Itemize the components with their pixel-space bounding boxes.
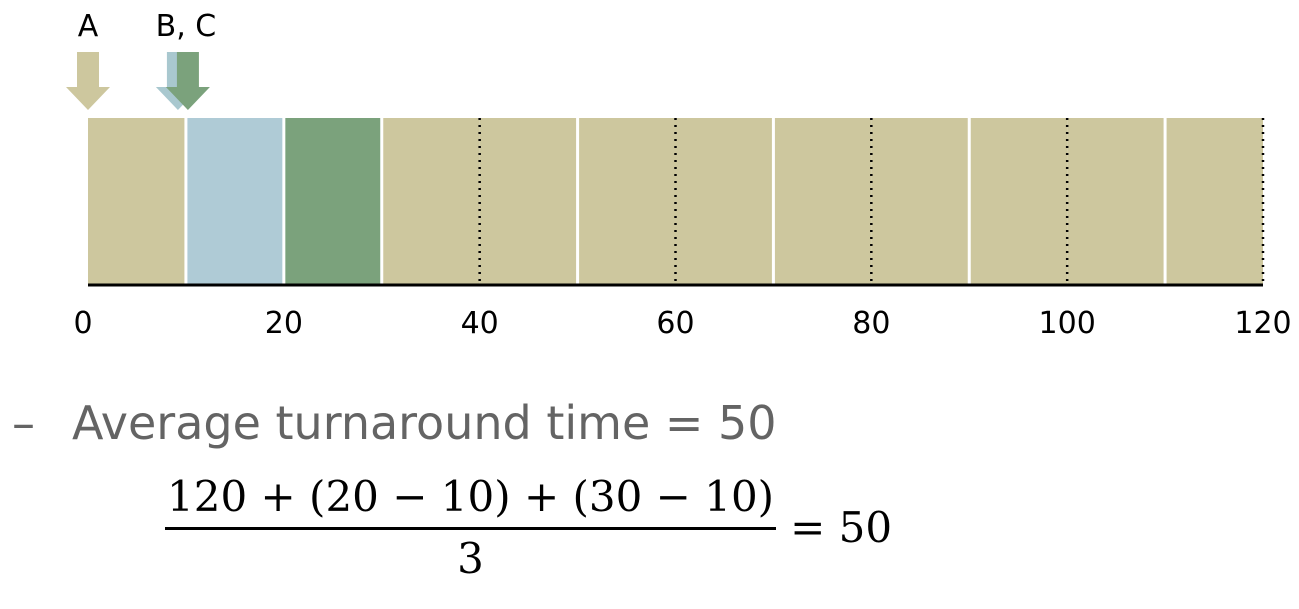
segment-a-3 (381, 118, 480, 285)
tick-label-120: 120 (1234, 306, 1291, 341)
bullet-line: – Average turnaround time = 50 (12, 396, 777, 450)
tick-label-80: 80 (852, 306, 890, 341)
gantt-chart: 0 20 40 60 80 100 120 A B, C (66, 9, 1292, 341)
tick-label-20: 20 (265, 306, 303, 341)
tick-label-0: 0 (73, 306, 92, 341)
segment-a-0 (88, 118, 186, 285)
segment-a-5 (577, 118, 676, 285)
segment-a-9 (969, 118, 1068, 285)
tick-label-100: 100 (1039, 306, 1096, 341)
segment-a-8 (871, 118, 970, 285)
turnaround-formula: 120 + (20 − 10) + (30 − 10) 3 = 50 (165, 472, 892, 583)
bullet-dash: – (12, 396, 35, 450)
formula-numerator: 120 + (20 − 10) + (30 − 10) (167, 472, 775, 521)
formula-denominator: 3 (457, 534, 484, 583)
arrival-arrow-a (66, 52, 110, 110)
segment-a-7 (773, 118, 872, 285)
arrival-label-1: B, C (156, 9, 217, 44)
fraction-bar (165, 527, 777, 530)
tick-label-40: 40 (461, 306, 499, 341)
arrival-arrow-c (165, 52, 210, 110)
segment-a-10 (1067, 118, 1166, 285)
formula-fraction: 120 + (20 − 10) + (30 − 10) 3 (165, 472, 777, 583)
bullet-text: Average turnaround time = 50 (72, 396, 777, 450)
arrival-label-0: A (78, 9, 99, 44)
segment-a-11 (1165, 118, 1263, 285)
tick-label-60: 60 (656, 306, 694, 341)
segment-c-2 (283, 118, 382, 285)
segment-a-6 (675, 118, 774, 285)
segment-b-1 (185, 118, 284, 285)
segment-a-4 (479, 118, 578, 285)
formula-result: = 50 (790, 503, 893, 552)
